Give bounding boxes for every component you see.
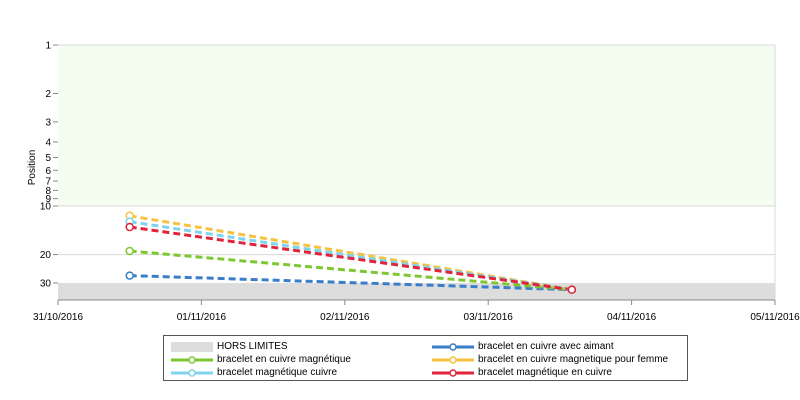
y-tick-label: 9 xyxy=(45,194,51,205)
series-2-point-1 xyxy=(125,246,134,256)
legend-item-series-4[interactable]: bracelet magnétique cuivre xyxy=(171,366,337,379)
series-5-point-1 xyxy=(125,222,134,232)
series-1-point-1 xyxy=(125,271,134,280)
legend-swatch-graphic xyxy=(432,355,474,364)
series-5-point-2 xyxy=(567,285,577,294)
y-tick-label: 1 xyxy=(45,41,51,52)
series-line-4 xyxy=(129,220,573,292)
legend-swatch-series-5 xyxy=(432,368,474,378)
y-tick-label: 3 xyxy=(45,117,51,128)
series-layer xyxy=(125,211,577,294)
x-tick-label: 01/11/2016 xyxy=(177,312,227,323)
x-axis: 31/10/2016 01/11/2016 02/11/2016 03/11/2016… xyxy=(33,299,800,323)
series-line-2 xyxy=(129,249,573,292)
series-line-1 xyxy=(129,274,572,292)
legend-marker xyxy=(449,368,457,377)
legend-label: bracelet en cuivre magnétique xyxy=(217,353,351,365)
y-tick-label: 20 xyxy=(40,250,52,261)
legend-label: bracelet en cuivre magnetique pour femme xyxy=(478,353,669,365)
legend-label: HORS LIMITES xyxy=(217,340,288,352)
legend-swatch-graphic xyxy=(171,355,213,364)
legend-marker xyxy=(188,355,196,364)
legend-swatch-graphic xyxy=(432,368,474,377)
x-tick-label: 31/10/2016 xyxy=(33,312,83,323)
legend-swatch-graphic xyxy=(432,342,474,351)
legend-swatch-series-1 xyxy=(432,342,474,352)
y-tick-label: 5 xyxy=(45,153,51,164)
legend-swatch-series-2 xyxy=(171,355,213,365)
legend-item-series-1[interactable]: bracelet en cuivre avec aimant xyxy=(432,340,614,353)
legend: HORS LIMITES bracelet en cuivre avec aim… xyxy=(163,335,688,381)
x-tick-label: 02/11/2016 xyxy=(320,312,370,323)
legend-item-series-2[interactable]: bracelet en cuivre magnétique xyxy=(171,353,351,366)
y-tick-label: 4 xyxy=(45,137,51,148)
legend-item-hors-limites[interactable]: HORS LIMITES xyxy=(171,340,288,353)
y-tick-label: 6 xyxy=(45,166,51,177)
legend-label: bracelet magnétique cuivre xyxy=(217,366,338,378)
y-tick-label: 2 xyxy=(45,89,51,100)
y-axis-title: Position xyxy=(27,150,38,186)
legend-swatch-series-4 xyxy=(171,368,213,378)
background-bands xyxy=(58,45,775,300)
legend-swatch-series-3 xyxy=(432,355,474,365)
legend-marker xyxy=(188,368,196,377)
legend-swatch-graphic xyxy=(171,368,213,377)
legend-item-series-5[interactable]: bracelet magnétique en cuivre xyxy=(432,366,612,379)
legend-swatch-hors-limites xyxy=(171,341,213,352)
x-tick-label: 04/11/2016 xyxy=(607,312,657,323)
x-tick-label: 03/11/2016 xyxy=(464,312,514,323)
x-tick-label: 05/11/2016 xyxy=(750,312,800,323)
legend-label: bracelet en cuivre avec aimant xyxy=(478,340,614,352)
top-zone-band xyxy=(58,45,775,206)
series-line-5 xyxy=(129,225,573,292)
legend-marker xyxy=(449,342,457,351)
legend-label: bracelet magnétique en cuivre xyxy=(478,366,612,378)
series-line-3 xyxy=(129,214,573,292)
legend-item-series-3[interactable]: bracelet en cuivre magnetique pour femme xyxy=(432,353,668,366)
y-tick-label: 7 xyxy=(45,177,51,188)
out-of-range-band xyxy=(58,283,775,300)
legend-marker xyxy=(449,355,457,364)
y-tick-label: 30 xyxy=(40,279,52,290)
y-tick-label: 8 xyxy=(45,186,51,197)
y-tick-label: 10 xyxy=(40,202,52,213)
